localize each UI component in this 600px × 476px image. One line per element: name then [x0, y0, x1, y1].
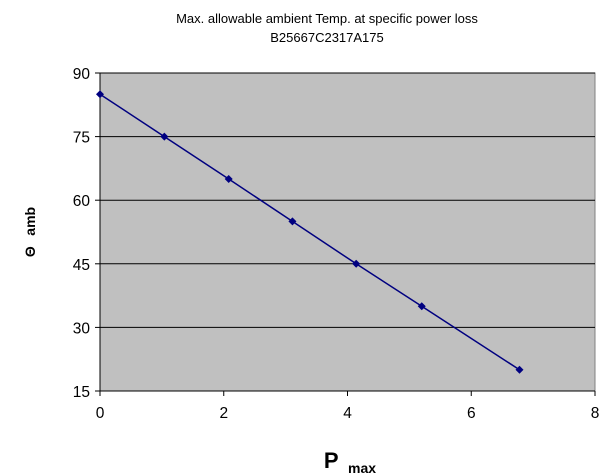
y-tick-label: 30	[73, 320, 91, 337]
x-tick-label: 0	[96, 405, 105, 422]
y-tick-label: 15	[73, 384, 90, 401]
data-point	[288, 217, 297, 226]
y-tick-label: 45	[73, 257, 90, 274]
x-tick-labels: 0 2 4 6 8	[96, 391, 600, 422]
x-axis-subscript: max	[348, 460, 376, 476]
chart-subtitle: B25667C2317A175	[270, 30, 384, 45]
y-axis-label: Θ amb	[22, 207, 39, 257]
x-tick-label: 8	[591, 405, 600, 422]
y-axis-symbol: Θ	[22, 246, 38, 257]
series-group	[96, 90, 524, 374]
x-axis-symbol: P	[324, 448, 339, 473]
data-point	[160, 132, 169, 141]
y-tick-label: 75	[73, 130, 90, 147]
data-point	[515, 365, 524, 374]
y-tick-label: 60	[73, 193, 91, 210]
y-tick-label: 90	[73, 66, 91, 83]
y-tick-labels: 15 30 45 60 75 90	[73, 66, 100, 401]
y-axis-subscript: amb	[22, 207, 38, 236]
data-point	[417, 302, 426, 311]
grid-lines	[100, 72, 595, 328]
data-point	[224, 175, 233, 183]
data-point	[352, 259, 361, 268]
x-tick-label: 6	[467, 405, 476, 422]
data-point	[96, 90, 104, 99]
x-tick-label: 4	[343, 405, 352, 422]
x-axis-label: P max	[324, 448, 376, 476]
x-tick-label: 2	[219, 405, 228, 422]
plot-area	[99, 72, 596, 392]
chart-title: Max. allowable ambient Temp. at specific…	[176, 11, 478, 26]
